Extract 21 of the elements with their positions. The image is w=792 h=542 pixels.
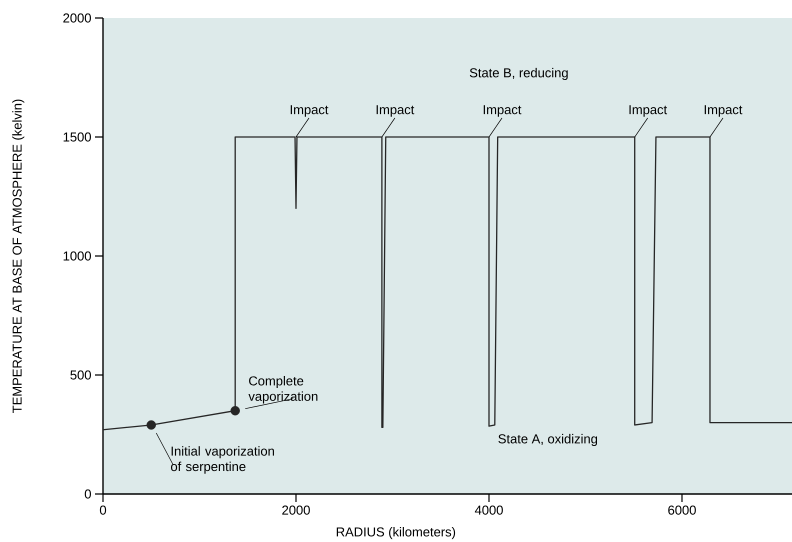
y-tick-label: 1000 (64, 251, 91, 261)
y-tick-label: 500 (70, 370, 91, 380)
x-tick-label: 4000 (474, 506, 503, 515)
x-tick-label: 2000 (282, 506, 310, 515)
annotation: Impact (376, 105, 414, 117)
line-series (102, 136, 792, 430)
y-tick-label: 0 (84, 489, 91, 499)
annotation: Complete vaporization (248, 376, 318, 404)
x-axis-title: RADIUS (kilometers) (336, 526, 456, 540)
annotation: State B, reducing (470, 68, 568, 80)
annotation: State A, oxidizing (498, 434, 598, 446)
x-tick-label: 0 (100, 506, 106, 515)
annotation: Impact (629, 105, 668, 117)
annotation: Initial vaporization of serpentine (170, 446, 274, 474)
x-tick-label: 6000 (668, 506, 696, 515)
y-axis-title: TEMPERATURE AT BASE OF ATMOSPHERE (kelvin) (12, 100, 24, 413)
annotation: Impact (704, 105, 742, 117)
y-tick-label: 1500 (64, 132, 91, 142)
annotation: Impact (484, 105, 522, 117)
annotation: Impact (290, 105, 328, 117)
y-tick-label: 2000 (63, 13, 91, 23)
